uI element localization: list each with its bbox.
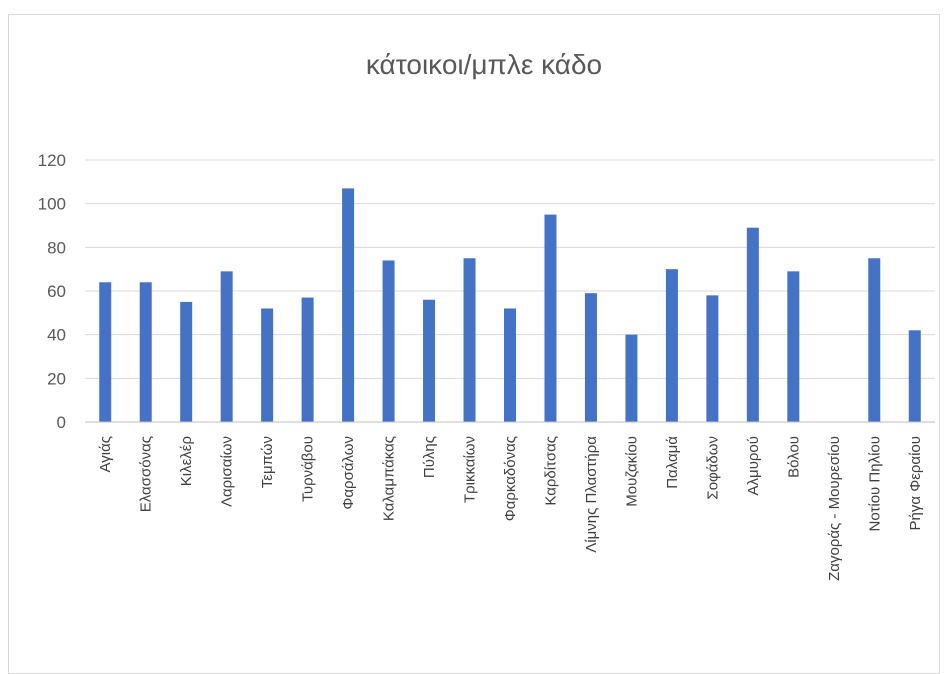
bar (908, 330, 921, 422)
bars (99, 188, 921, 422)
bar (504, 308, 516, 422)
y-axis-ticks: 0 20 40 60 80 100 120 (38, 151, 66, 432)
x-category-label: Τυρνάβου (300, 436, 317, 502)
chart-title: κάτοικοι/μπλε κάδο (366, 49, 602, 80)
y-tick-label: 80 (47, 238, 66, 257)
bar (746, 227, 759, 422)
x-category-label: Φαρκαδόνας (502, 436, 519, 521)
x-category-label: Ρήγα Φεραίου (907, 436, 924, 530)
x-category-label: Λίμνης Πλαστήρα (583, 436, 600, 553)
bar (139, 282, 152, 422)
x-category-label: Πύλης (421, 436, 438, 478)
bar (584, 293, 597, 422)
x-category-label: Παλαμά (664, 436, 681, 489)
x-category-label: Καρδίτσας (542, 436, 559, 506)
x-category-label: Ελασσόνας (138, 436, 155, 512)
y-tick-label: 20 (47, 369, 66, 388)
y-tick-label: 0 (57, 413, 66, 432)
x-category-label: Τρικκαίων (462, 436, 479, 503)
y-tick-label: 60 (47, 282, 66, 301)
bar (342, 188, 355, 422)
x-category-label: Βόλου (785, 436, 802, 478)
x-category-label: Νοτίου Πηλίου (866, 436, 883, 532)
bar (868, 258, 881, 422)
x-category-label: Καλαμπάκας (381, 436, 398, 521)
bar (301, 297, 314, 422)
bar (665, 269, 678, 422)
bar (180, 301, 193, 422)
x-category-label: Φαρσάλων (340, 436, 357, 510)
bar (544, 214, 557, 422)
bar (261, 308, 274, 422)
y-tick-label: 40 (47, 326, 66, 345)
bar (787, 271, 800, 422)
bar (423, 299, 436, 422)
x-category-label: Αγιάς (97, 436, 114, 472)
x-category-label: Σοφάδων (704, 436, 721, 500)
bar (706, 295, 719, 422)
bar (220, 271, 233, 422)
bar (463, 258, 476, 422)
bar (625, 334, 638, 422)
y-tick-label: 120 (38, 151, 66, 170)
x-category-label: Αλμυρού (745, 436, 762, 495)
bar (382, 260, 395, 422)
x-category-label: Λαρισαίων (219, 436, 236, 507)
x-category-label: Κιλελέρ (178, 436, 195, 486)
x-category-label: Ζαγοράς - Μουρεσίου (826, 436, 843, 581)
x-axis-labels: Αγιάς Ελασσόνας Κιλελέρ Λαρισαίων Τεμπών Τυρν… (97, 436, 924, 581)
x-category-label: Τεμπών (259, 436, 276, 488)
x-category-label: Μουζακίου (623, 436, 640, 507)
bar (99, 282, 112, 422)
y-tick-label: 100 (38, 195, 66, 214)
